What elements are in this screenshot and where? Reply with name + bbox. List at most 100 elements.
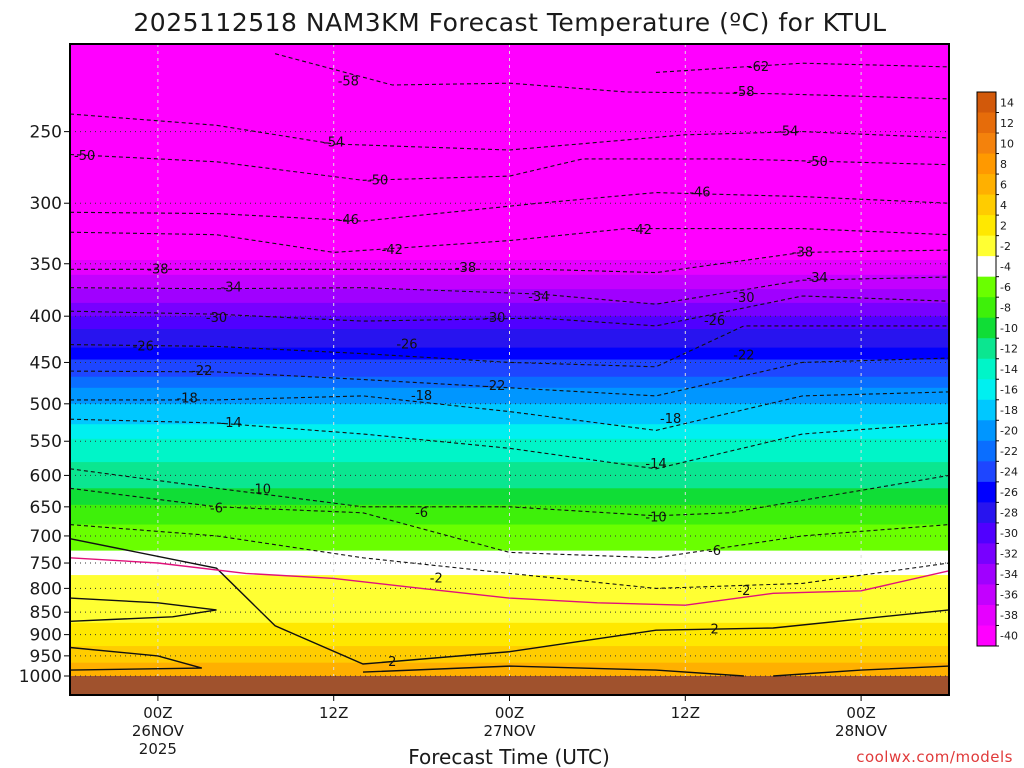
contour-label: -50 xyxy=(367,173,388,188)
y-tick-label: 450 xyxy=(30,353,62,373)
contour-label: -6 xyxy=(708,544,721,559)
x-axis-label: Forecast Time (UTC) xyxy=(408,745,610,768)
contour-line xyxy=(69,524,950,589)
colorbar-swatch xyxy=(977,625,996,647)
contour-line xyxy=(69,597,217,622)
contour-line xyxy=(773,665,950,677)
temperature-band xyxy=(70,126,949,138)
y-tick-label: 400 xyxy=(30,307,62,327)
colorbar: 14 12 10 8 6 4 2 -2 -4 -6 -8 -10 -12 -14 -16 -18 -20 -22 -… xyxy=(976,91,1018,647)
temperature-band xyxy=(70,528,949,533)
temperature-band xyxy=(70,466,949,472)
freezing-line xyxy=(69,557,950,606)
contour-label: -22 xyxy=(733,348,754,363)
colorbar-swatch xyxy=(977,174,996,196)
temperature-band xyxy=(70,594,949,599)
temperature-band xyxy=(70,452,949,459)
contour-label: 2 xyxy=(388,655,396,670)
contour-label: -62 xyxy=(748,60,769,75)
credit-text: coolwx.com/models xyxy=(856,748,1013,766)
temperature-band xyxy=(70,628,949,633)
colorbar-label: -40 xyxy=(1000,630,1018,643)
temperature-band xyxy=(70,500,949,506)
temperature-band xyxy=(70,289,949,297)
temperature-band xyxy=(70,424,949,430)
temperature-band xyxy=(70,643,949,647)
contour-line xyxy=(69,487,950,559)
temperature-band xyxy=(70,516,949,522)
temperature-band xyxy=(70,359,949,366)
temperature-band xyxy=(70,185,949,195)
x-tick-label: 28NOV xyxy=(835,722,888,740)
colorbar-swatch xyxy=(977,153,996,175)
temperature-band xyxy=(70,550,949,555)
contour-line xyxy=(69,192,950,222)
temperature-band xyxy=(70,662,949,666)
contours: -62-58-58-54-54-50-50-50-46-46-42-42-38-… xyxy=(69,53,950,677)
y-tick-label: 1000 xyxy=(19,667,62,687)
x-tick-label: 00Z xyxy=(143,704,172,722)
colorbar-swatch xyxy=(977,194,996,216)
temperature-band xyxy=(70,69,949,83)
colorbar-label: 2 xyxy=(1000,219,1007,232)
colorbar-label: -22 xyxy=(1000,445,1018,458)
y-tick-label: 750 xyxy=(30,554,62,574)
colorbar-label: -14 xyxy=(1000,363,1018,376)
temperature-band xyxy=(70,657,949,661)
temperature-band xyxy=(70,259,949,269)
temperature-band xyxy=(70,302,949,311)
contour-label: -26 xyxy=(396,338,417,353)
colorbar-swatch xyxy=(977,235,996,257)
colorbar-label: -20 xyxy=(1000,425,1018,438)
temperature-band xyxy=(70,438,949,445)
temperature-band xyxy=(70,156,949,168)
contour-label: -38 xyxy=(792,245,813,260)
y-tick-label: 600 xyxy=(30,466,62,486)
contour-label: -54 xyxy=(323,135,344,150)
contour-label: -50 xyxy=(74,149,95,164)
y-tick-label: 250 xyxy=(30,123,62,143)
contour-label: -2 xyxy=(430,571,443,586)
contour-line xyxy=(69,468,950,517)
temperature-band xyxy=(70,475,949,481)
temperature-band xyxy=(70,457,949,463)
contour-label: -38 xyxy=(455,261,476,276)
colorbar-label: 8 xyxy=(1000,158,1007,171)
temperature-band xyxy=(70,654,949,658)
contour-line xyxy=(69,538,950,665)
contour-label: -26 xyxy=(704,314,725,329)
colorbar-swatch xyxy=(977,563,996,585)
y-tick-label: 300 xyxy=(30,194,62,214)
temperature-band xyxy=(70,670,949,674)
contour-label: -6 xyxy=(415,506,428,521)
contour-line xyxy=(69,228,950,253)
colorbar-swatch xyxy=(977,256,996,278)
colorbar-swatch xyxy=(977,92,996,114)
y-tick-label: 700 xyxy=(30,527,62,547)
contour-label: -30 xyxy=(484,311,505,326)
contour-label: -34 xyxy=(528,290,549,305)
temperature-band xyxy=(70,93,949,106)
colorbar-label: 12 xyxy=(1000,117,1014,130)
colorbar-label: -18 xyxy=(1000,404,1018,417)
temperature-band xyxy=(70,353,949,361)
temperature-band xyxy=(70,535,949,541)
contour-label: 2 xyxy=(710,622,718,637)
x-tick-label: 12Z xyxy=(671,704,700,722)
temperature-band xyxy=(70,443,949,449)
temperature-band xyxy=(70,347,949,355)
contour-line xyxy=(362,665,744,677)
temperature-band xyxy=(70,44,949,58)
colorbar-swatch xyxy=(977,215,996,237)
gridlines xyxy=(70,44,949,677)
contour-label: -6 xyxy=(210,502,223,517)
colorbar-swatch xyxy=(977,399,996,421)
y-tick-label: 350 xyxy=(30,255,62,275)
contour-label: -18 xyxy=(660,412,681,427)
contour-line xyxy=(69,276,950,305)
temperature-band xyxy=(70,56,949,70)
x-tick-label: 27NOV xyxy=(483,722,536,740)
contour-label: -34 xyxy=(807,271,828,286)
colorbar-label: -10 xyxy=(1000,322,1018,335)
